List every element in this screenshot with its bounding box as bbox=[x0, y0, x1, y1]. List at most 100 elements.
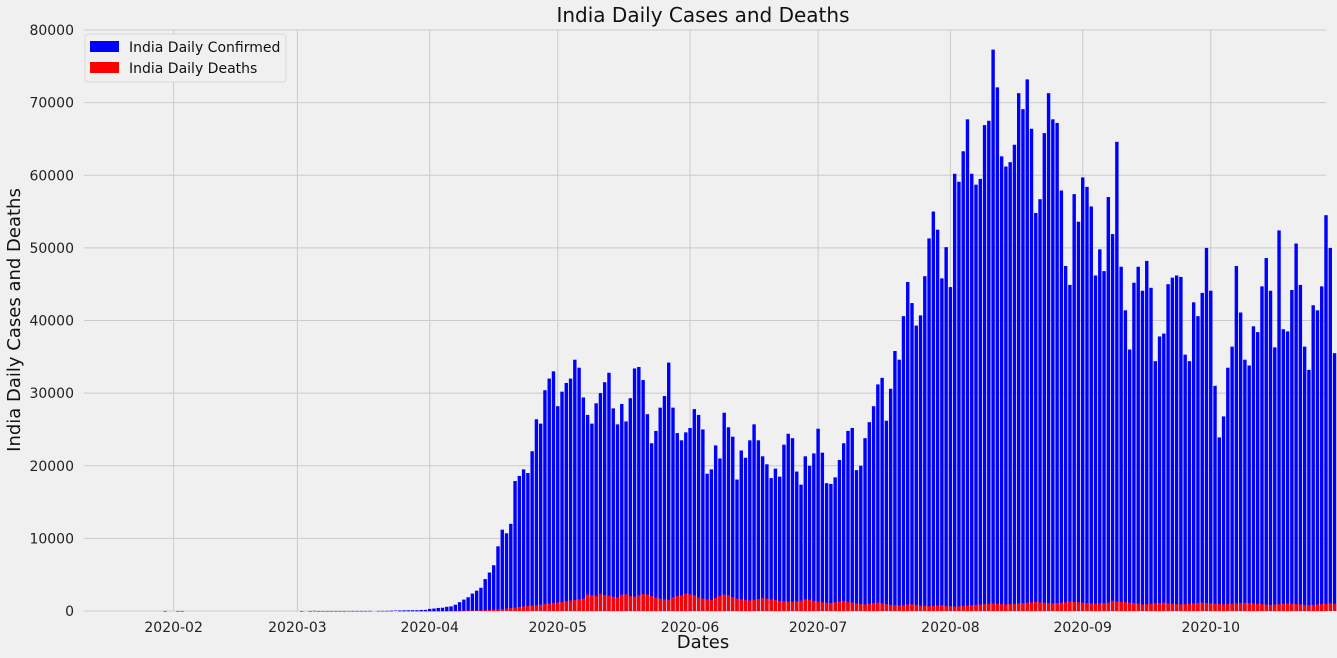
bar-confirmed bbox=[359, 610, 364, 612]
bar-deaths bbox=[978, 604, 982, 611]
bar-confirmed bbox=[406, 610, 411, 611]
bar-deaths bbox=[500, 608, 504, 611]
bar-deaths bbox=[1021, 603, 1025, 611]
bar-confirmed bbox=[910, 303, 914, 611]
bar-deaths bbox=[1042, 602, 1047, 611]
x-tick-label: 2020-07 bbox=[789, 620, 848, 636]
bar-deaths bbox=[671, 597, 675, 611]
bar-deaths bbox=[1170, 603, 1175, 611]
bar-deaths bbox=[1328, 603, 1332, 611]
bar-deaths bbox=[765, 598, 769, 611]
bar-deaths bbox=[611, 596, 615, 611]
bar-confirmed bbox=[351, 610, 355, 612]
bar-deaths bbox=[688, 594, 692, 611]
bar-confirmed bbox=[602, 382, 607, 611]
bar-deaths bbox=[504, 608, 509, 611]
bar-deaths bbox=[628, 596, 633, 611]
bar-deaths bbox=[662, 599, 667, 611]
legend-swatch-deaths bbox=[90, 62, 119, 73]
bar-confirmed bbox=[705, 473, 709, 611]
bar-confirmed bbox=[312, 610, 317, 612]
bar-deaths bbox=[696, 597, 701, 611]
bar-confirmed bbox=[927, 238, 931, 611]
bar-confirmed bbox=[564, 382, 568, 611]
bar-deaths bbox=[1038, 602, 1042, 611]
bar-confirmed bbox=[684, 432, 688, 611]
bar-confirmed bbox=[620, 404, 624, 611]
bar-deaths bbox=[641, 593, 645, 611]
bar-confirmed bbox=[935, 229, 940, 611]
bar-deaths bbox=[820, 602, 825, 611]
bar-confirmed bbox=[1277, 230, 1281, 611]
bar-confirmed bbox=[940, 278, 944, 611]
bar-confirmed bbox=[1042, 133, 1047, 611]
bar-deaths bbox=[1200, 602, 1204, 611]
legend-swatch-confirmed bbox=[90, 41, 119, 52]
bar-deaths bbox=[526, 605, 530, 611]
bar-confirmed bbox=[1260, 286, 1264, 611]
bar-confirmed bbox=[833, 477, 837, 611]
y-tick-label: 50000 bbox=[29, 241, 74, 257]
bar-confirmed bbox=[1110, 234, 1115, 611]
bar-deaths bbox=[1324, 603, 1328, 611]
bar-deaths bbox=[948, 606, 953, 611]
bar-confirmed bbox=[445, 606, 449, 611]
bar-deaths bbox=[1034, 601, 1038, 611]
bar-confirmed bbox=[1162, 333, 1166, 611]
bar-confirmed bbox=[790, 438, 795, 611]
bar-confirmed bbox=[991, 49, 995, 612]
bar-confirmed bbox=[786, 433, 790, 611]
bar-deaths bbox=[620, 594, 624, 611]
bar-confirmed bbox=[1332, 353, 1337, 611]
bar-confirmed bbox=[440, 607, 445, 611]
bar-confirmed bbox=[1320, 286, 1324, 611]
bar-deaths bbox=[842, 600, 846, 611]
bar-deaths bbox=[1119, 601, 1123, 611]
bar-deaths bbox=[914, 604, 918, 611]
bar-confirmed bbox=[1209, 290, 1213, 611]
bar-deaths bbox=[854, 603, 859, 611]
legend-label-deaths: India Daily Deaths bbox=[129, 61, 257, 77]
bar-deaths bbox=[1217, 604, 1221, 611]
bar-deaths bbox=[786, 601, 790, 611]
bar-confirmed bbox=[1038, 199, 1042, 611]
bar-deaths bbox=[999, 604, 1004, 611]
bar-deaths bbox=[995, 603, 1000, 611]
bar-deaths bbox=[1055, 603, 1059, 611]
bar-confirmed bbox=[1243, 359, 1247, 611]
bar-confirmed bbox=[338, 610, 342, 612]
bar-confirmed bbox=[496, 546, 500, 611]
bar-confirmed bbox=[551, 371, 556, 611]
bar-deaths bbox=[1029, 602, 1034, 611]
bar-deaths bbox=[918, 605, 923, 611]
bar-deaths bbox=[423, 610, 428, 612]
bar-deaths bbox=[1179, 604, 1183, 611]
bar-confirmed bbox=[748, 440, 752, 611]
bar-deaths bbox=[1149, 603, 1153, 611]
bar-deaths bbox=[1051, 603, 1055, 611]
bar-deaths bbox=[923, 605, 927, 611]
bar-confirmed bbox=[812, 453, 816, 611]
bar-confirmed bbox=[671, 407, 675, 611]
bar-deaths bbox=[816, 601, 820, 611]
bar-deaths bbox=[987, 603, 991, 611]
bar-confirmed bbox=[987, 120, 991, 611]
bar-deaths bbox=[1260, 604, 1264, 611]
bar-deaths bbox=[1294, 604, 1298, 611]
bar-confirmed bbox=[974, 184, 978, 611]
bar-deaths bbox=[752, 599, 756, 611]
bar-deaths bbox=[564, 601, 568, 611]
bar-confirmed bbox=[871, 406, 876, 611]
bar-deaths bbox=[709, 600, 714, 611]
bar-confirmed bbox=[590, 423, 594, 611]
bar-confirmed bbox=[517, 475, 522, 611]
bar-confirmed bbox=[995, 87, 1000, 612]
bar-confirmed bbox=[637, 366, 641, 611]
bar-confirmed bbox=[504, 533, 509, 611]
bar-confirmed bbox=[850, 427, 854, 611]
bar-deaths bbox=[637, 595, 641, 611]
bar-deaths bbox=[1187, 603, 1192, 611]
bar-deaths bbox=[667, 599, 671, 611]
bar-deaths bbox=[790, 601, 795, 611]
bar-confirmed bbox=[709, 469, 714, 611]
